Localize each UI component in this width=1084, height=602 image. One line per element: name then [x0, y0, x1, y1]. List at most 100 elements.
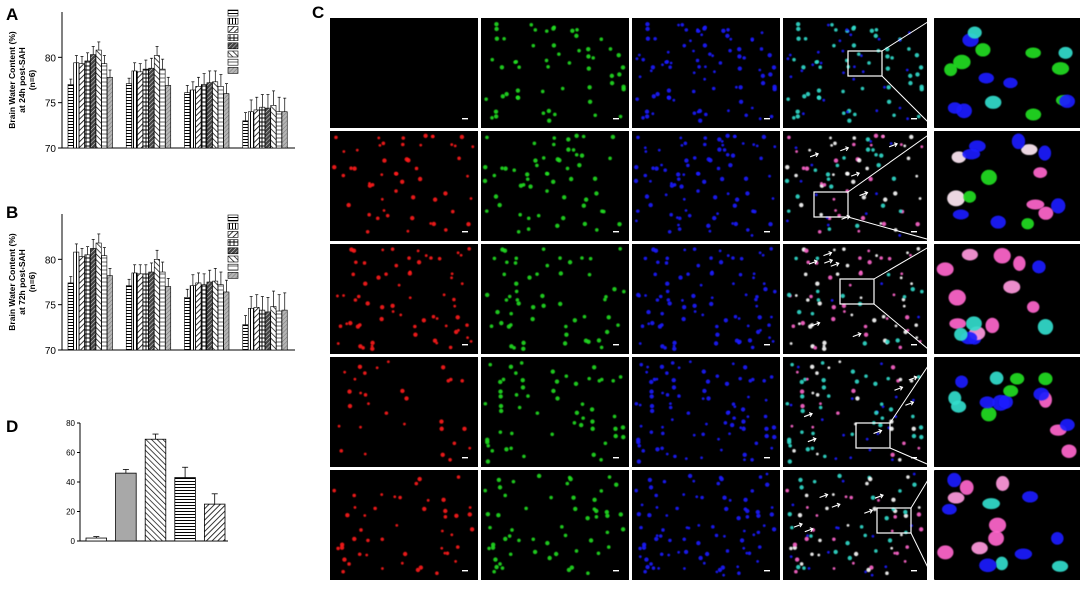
arrow-marker — [819, 492, 829, 499]
cell-nucleus — [787, 511, 792, 517]
cell-nucleus — [644, 557, 649, 562]
cell-nucleus — [719, 476, 724, 482]
cell-nucleus — [510, 528, 514, 532]
cell-nucleus — [815, 289, 820, 294]
magnified-nucleus — [1051, 560, 1069, 572]
cell-nucleus — [590, 426, 595, 431]
cell-nucleus — [583, 197, 589, 202]
cell-nucleus — [512, 168, 517, 173]
cell-nucleus — [666, 298, 671, 302]
cell-nucleus — [677, 216, 682, 221]
cell-nucleus — [638, 546, 642, 551]
cell-nucleus — [484, 292, 490, 298]
cell-nucleus — [526, 216, 531, 221]
cell-nucleus — [498, 379, 503, 385]
cell-nucleus — [381, 141, 386, 146]
cell-nucleus — [809, 534, 813, 538]
cell-nucleus — [397, 283, 401, 287]
cell-nucleus — [852, 136, 857, 140]
cell-nucleus — [641, 449, 646, 453]
cell-nucleus — [818, 65, 822, 70]
zoom-connector-line — [873, 243, 935, 280]
cell-nucleus — [365, 229, 370, 234]
cell-nucleus — [729, 37, 733, 41]
bar — [78, 63, 85, 149]
panel-letter-a: A — [6, 5, 18, 24]
cell-nucleus — [758, 475, 763, 479]
cell-nucleus — [725, 410, 731, 415]
cell-nucleus — [701, 432, 705, 437]
cell-nucleus — [822, 340, 827, 346]
cell-nucleus — [574, 33, 579, 39]
cell-nucleus — [691, 89, 696, 94]
bar — [217, 86, 224, 149]
cell-nucleus — [441, 497, 446, 503]
arrow-marker — [894, 385, 904, 391]
y-axis-label: Brain Water Content (%) — [7, 31, 17, 129]
cell-nucleus — [660, 311, 664, 316]
cell-nucleus — [872, 318, 877, 323]
y-tick-label: 75 — [45, 99, 57, 110]
cell-nucleus — [702, 388, 707, 394]
cell-nucleus — [592, 497, 597, 503]
cell-nucleus — [574, 410, 580, 415]
cell-nucleus — [408, 296, 412, 300]
cell-nucleus — [732, 282, 735, 286]
cell-nucleus — [492, 569, 496, 574]
cell-nucleus — [732, 416, 736, 420]
cell-nucleus — [842, 156, 846, 160]
bar — [78, 256, 85, 351]
cell-nucleus — [485, 511, 491, 517]
cell-nucleus — [681, 304, 687, 310]
magnified-nucleus — [1037, 318, 1054, 335]
cell-nucleus — [716, 481, 721, 486]
cell-nucleus — [612, 286, 617, 292]
cell-nucleus — [380, 173, 384, 176]
cell-nucleus — [435, 571, 439, 576]
cell-nucleus — [691, 293, 696, 299]
cell-nucleus — [894, 395, 898, 399]
cell-nucleus — [903, 509, 908, 515]
bar — [142, 273, 149, 351]
cell-nucleus — [857, 158, 862, 163]
cell-nucleus — [826, 23, 830, 27]
cell-nucleus — [830, 23, 834, 27]
cell-nucleus — [503, 536, 508, 542]
cell-nucleus — [890, 56, 894, 60]
cell-nucleus — [505, 260, 509, 265]
cell-nucleus — [868, 448, 872, 452]
cell-nucleus — [808, 324, 813, 329]
cell-nucleus — [683, 248, 687, 252]
cell-nucleus — [644, 294, 647, 297]
cell-nucleus — [853, 551, 859, 557]
scale-bar — [911, 344, 917, 346]
cell-nucleus — [791, 324, 796, 329]
magnified-nucleus — [988, 530, 1004, 546]
cell-nucleus — [863, 324, 868, 329]
cell-nucleus — [490, 115, 494, 120]
cell-nucleus — [697, 524, 701, 527]
cell-nucleus — [402, 551, 408, 557]
cell-nucleus — [765, 472, 769, 476]
magnified-nucleus — [1033, 387, 1050, 401]
cell-nucleus — [750, 234, 754, 237]
cell-nucleus — [874, 410, 879, 415]
magnified-nucleus — [1038, 145, 1052, 161]
zoom-connector-line — [910, 532, 935, 581]
cell-nucleus — [400, 142, 405, 147]
magnified-nucleus — [1059, 418, 1075, 431]
bar — [131, 70, 138, 149]
cell-nucleus — [413, 324, 417, 329]
cell-nucleus — [905, 315, 910, 320]
cell-nucleus — [376, 275, 381, 280]
cell-nucleus — [912, 472, 916, 476]
cell-nucleus — [721, 143, 725, 147]
cell-nucleus — [772, 87, 777, 92]
cell-nucleus — [439, 419, 444, 424]
cell-nucleus — [792, 542, 798, 547]
cell-nucleus — [533, 28, 538, 32]
cell-nucleus — [586, 571, 590, 576]
cell-nucleus — [579, 153, 585, 158]
cell-nucleus — [508, 364, 514, 370]
